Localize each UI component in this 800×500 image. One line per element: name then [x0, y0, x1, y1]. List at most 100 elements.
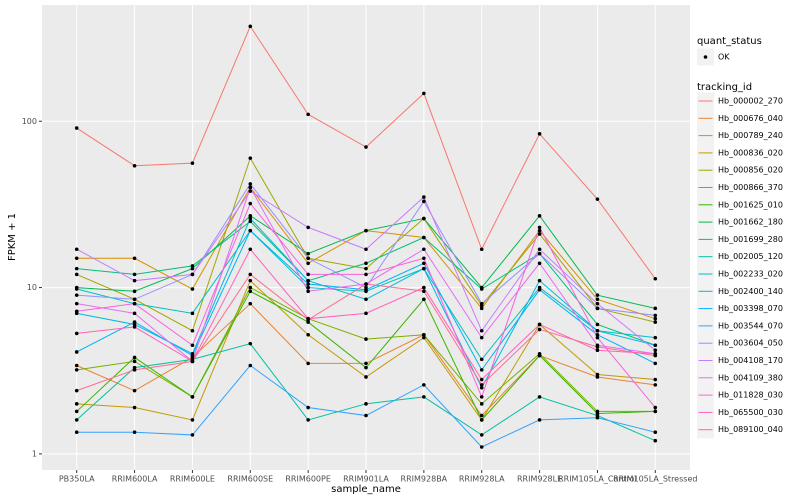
data-point	[132, 301, 137, 306]
x-tick-label: RRIM600SE	[227, 475, 273, 484]
data-point	[422, 285, 426, 290]
data-point	[248, 201, 253, 206]
x-tick-label: RRIM928LE	[517, 475, 562, 484]
data-point	[364, 145, 368, 149]
data-point	[306, 418, 310, 422]
data-point	[422, 216, 426, 221]
data-point	[248, 189, 253, 193]
x-tick-label: RRIM600LA	[112, 475, 158, 484]
x-tick-label: RRIM928BA	[401, 475, 448, 484]
data-point	[653, 313, 658, 318]
data-point	[74, 293, 79, 297]
data-point	[595, 335, 600, 340]
data-point	[364, 337, 368, 341]
legend-label: OK	[718, 53, 730, 62]
x-tick-label: RRIM600PE	[285, 475, 331, 484]
data-point	[74, 301, 79, 306]
data-point	[74, 247, 79, 252]
data-point	[190, 433, 195, 437]
x-tick-label: RRIM105LA_Control	[558, 475, 637, 484]
legend-label: Hb_000789_240	[718, 131, 783, 140]
x-tick-label: RRIM600LE	[170, 475, 215, 484]
data-point	[74, 331, 79, 336]
legend-label: Hb_002005_120	[718, 252, 783, 261]
data-point	[537, 278, 542, 283]
data-point	[653, 430, 658, 435]
data-point	[248, 24, 253, 29]
data-point	[74, 309, 79, 314]
data-point	[190, 287, 195, 291]
data-point	[537, 395, 542, 399]
data-point	[422, 256, 426, 261]
data-point	[190, 311, 195, 316]
data-point	[653, 335, 658, 340]
x-axis-title: sample_name	[331, 484, 401, 495]
legend-label: Hb_065500_030	[718, 408, 783, 417]
y-tick-label: 100	[22, 117, 37, 126]
legend-symbol	[703, 55, 708, 59]
data-point	[248, 301, 253, 306]
data-point	[479, 287, 484, 291]
data-point	[74, 418, 79, 422]
legend-label: Hb_001699_280	[718, 235, 783, 244]
data-point	[190, 395, 195, 399]
x-tick-label: RRIM105LA_Stressed	[613, 475, 697, 484]
data-point	[132, 405, 137, 410]
data-point	[132, 388, 137, 393]
data-point	[537, 322, 542, 327]
data-point	[190, 328, 195, 333]
data-point	[479, 433, 484, 437]
data-point	[479, 377, 484, 382]
data-point	[364, 297, 368, 302]
data-point	[74, 430, 79, 435]
data-point	[537, 228, 542, 233]
data-point	[422, 261, 426, 266]
data-point	[364, 402, 368, 406]
data-point	[479, 368, 484, 372]
data-point	[306, 289, 310, 294]
data-point	[248, 363, 253, 368]
legend-label: Hb_003604_050	[718, 339, 783, 348]
data-point	[422, 383, 426, 387]
data-point	[364, 311, 368, 316]
data-point	[132, 359, 137, 364]
data-point	[479, 306, 484, 311]
data-point	[422, 195, 426, 199]
data-point	[595, 301, 600, 306]
data-point	[479, 445, 484, 449]
data-point	[595, 293, 600, 297]
data-point	[306, 251, 310, 256]
data-point	[653, 343, 658, 348]
legend: quant_status tracking_id OK Hb_000002_270…	[697, 36, 783, 439]
data-point	[537, 251, 542, 256]
x-tick-label: RRIM928LA	[459, 475, 505, 484]
data-point	[595, 348, 600, 353]
data-point	[653, 353, 658, 358]
data-point	[248, 289, 253, 294]
data-point	[479, 395, 484, 399]
data-point	[653, 409, 658, 414]
data-point	[595, 372, 600, 377]
data-point	[479, 383, 484, 387]
data-point	[479, 301, 484, 306]
data-point	[190, 418, 195, 422]
data-point	[479, 247, 484, 252]
data-point	[537, 232, 542, 236]
data-point	[595, 328, 600, 333]
data-point	[479, 357, 484, 362]
data-point	[537, 261, 542, 266]
data-point	[422, 247, 426, 252]
data-point	[248, 341, 253, 346]
legend-label: Hb_001662_180	[718, 218, 783, 227]
data-point	[422, 335, 426, 340]
data-point	[74, 363, 79, 368]
data-point	[364, 272, 368, 277]
data-point	[248, 278, 253, 283]
data-point	[422, 297, 426, 302]
data-point	[595, 345, 600, 349]
data-point	[653, 276, 658, 281]
legend-label: Hb_000836_020	[718, 148, 783, 157]
data-point	[422, 289, 426, 294]
data-point	[132, 325, 137, 329]
data-point	[479, 402, 484, 406]
